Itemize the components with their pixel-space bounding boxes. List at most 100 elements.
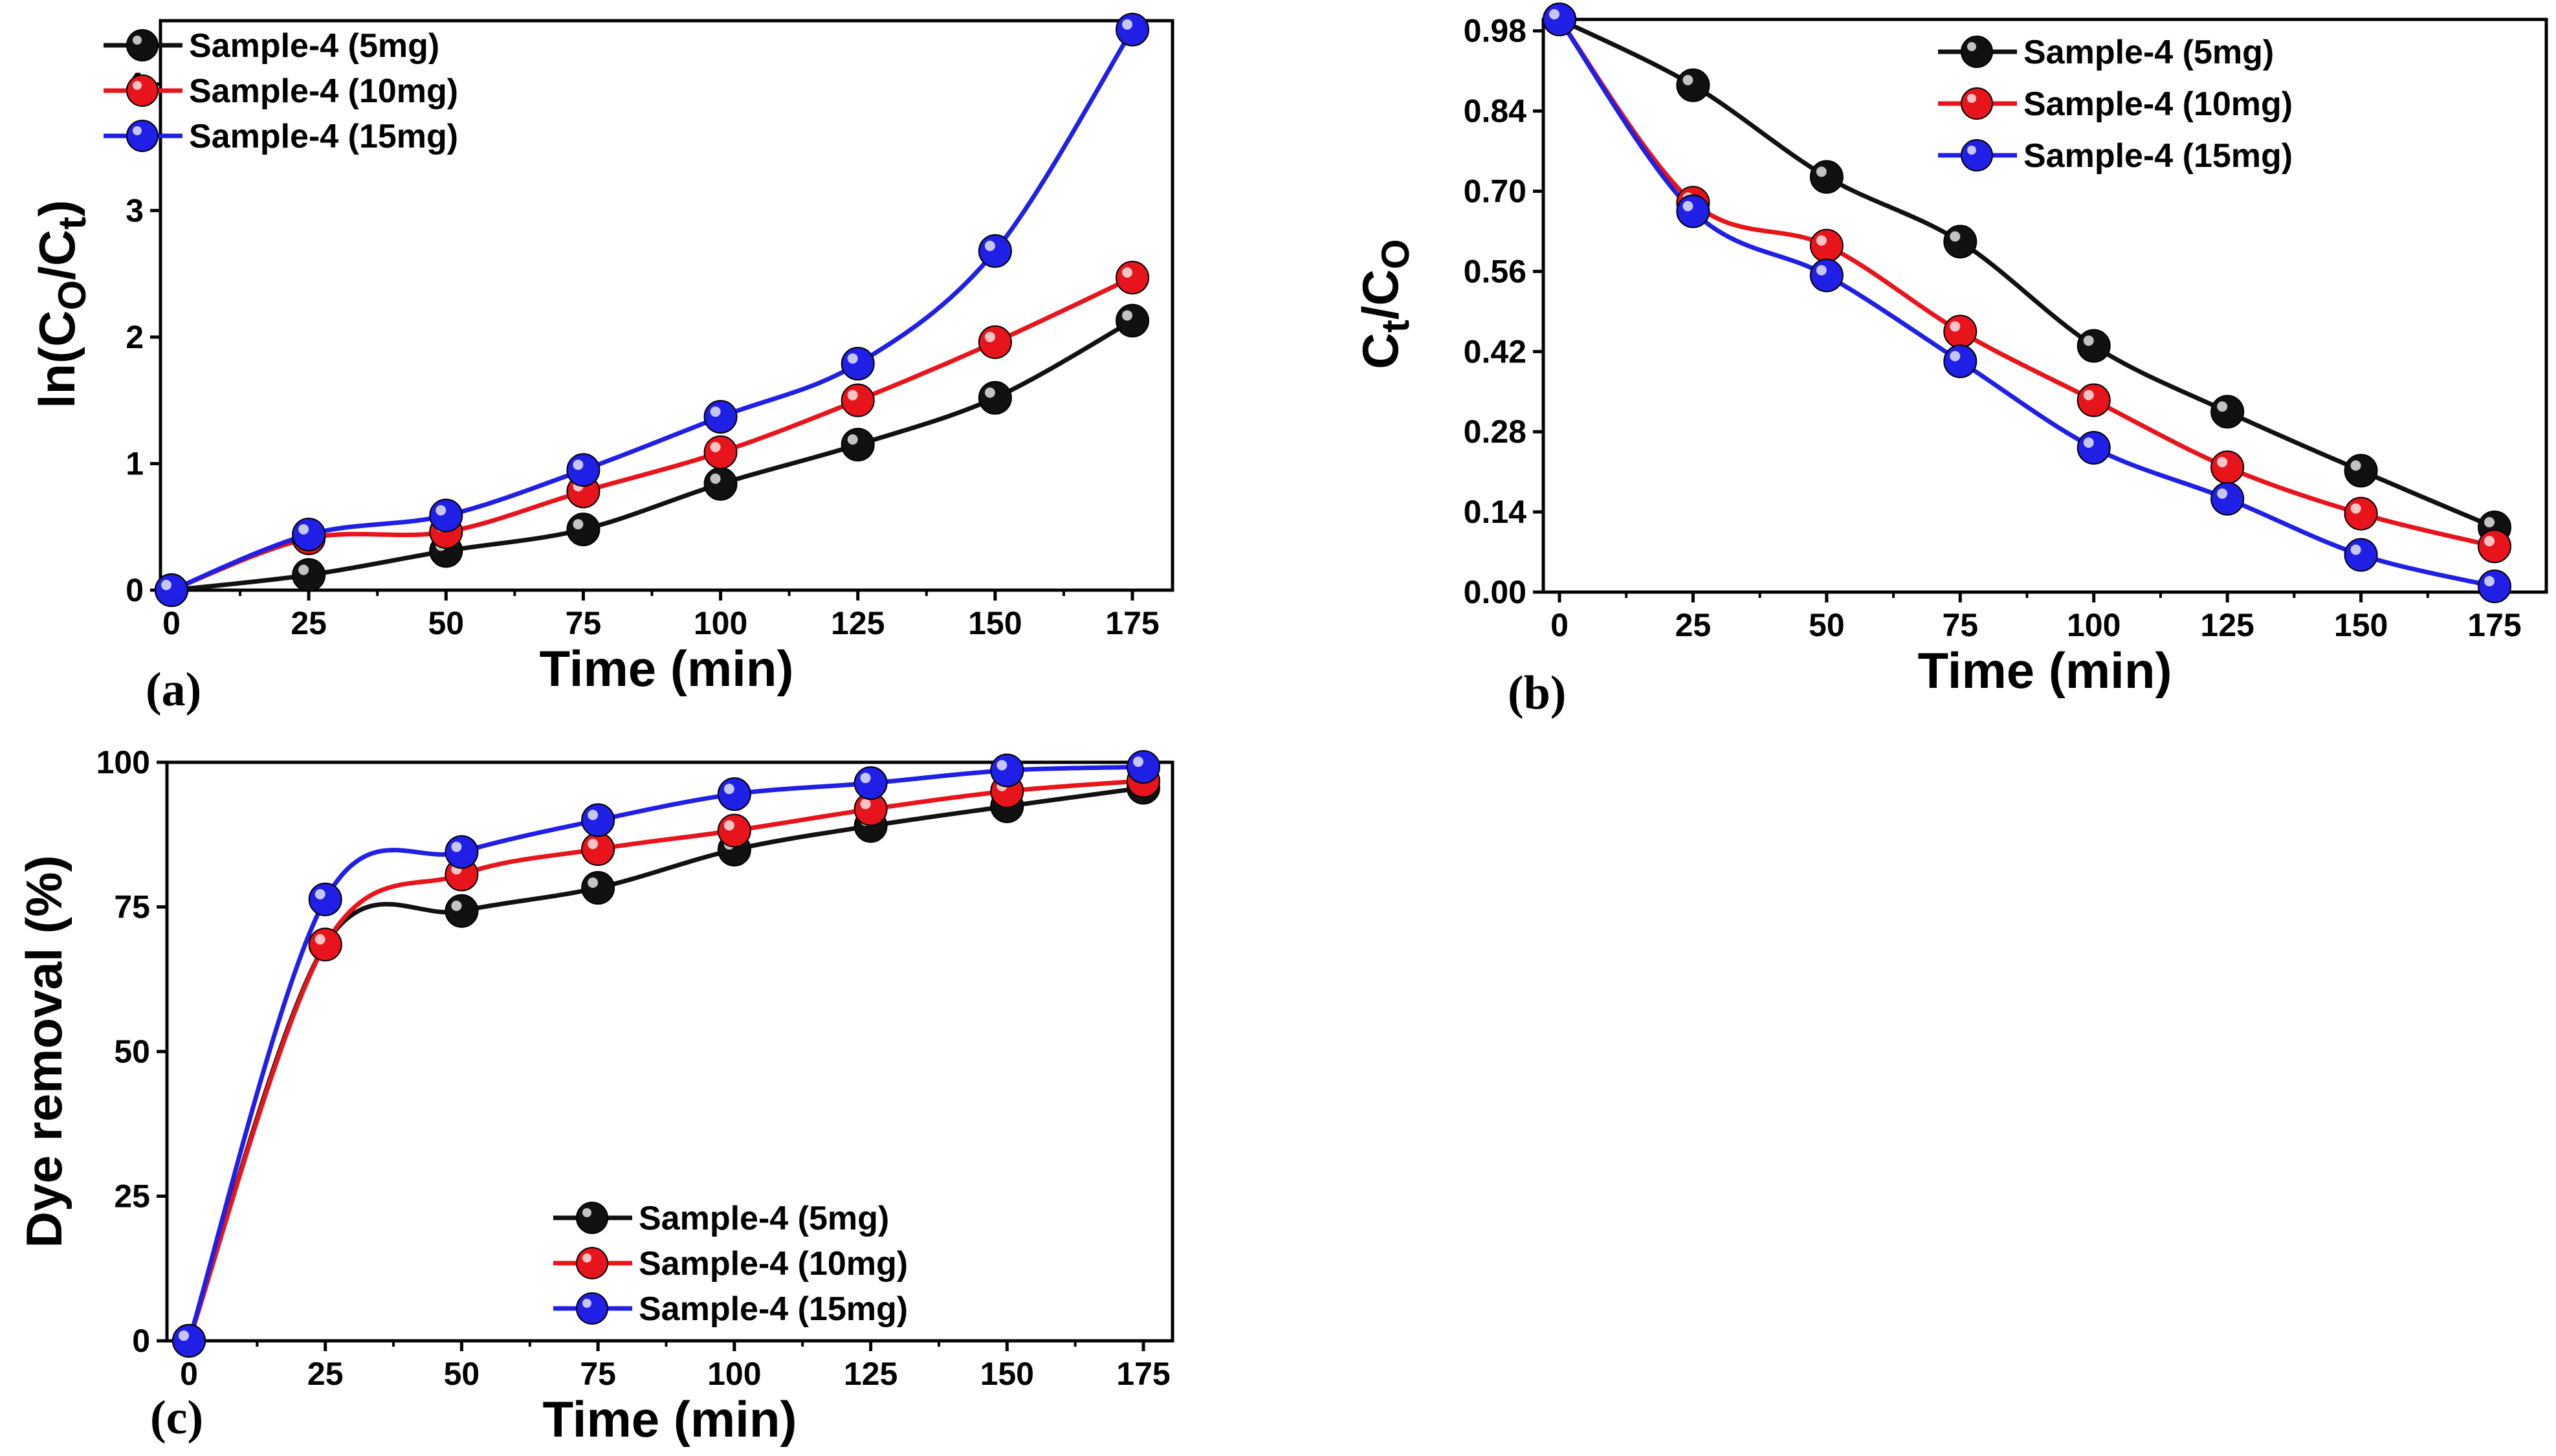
data-point-s15 xyxy=(1943,344,1978,379)
data-point-highlight xyxy=(2083,390,2094,401)
data-point-s15 xyxy=(308,882,342,916)
data-point-s5 xyxy=(1943,225,1978,259)
y-tick-label: 0.14 xyxy=(1464,494,1527,530)
x-tick-label: 150 xyxy=(968,605,1022,641)
panel-a-ln-ratio: 025507510012515017501234Time (min)ln(CO/… xyxy=(28,12,1174,716)
legend-marker-highlight xyxy=(582,1299,591,1308)
legend-marker-highlight xyxy=(582,1253,591,1263)
data-point-highlight xyxy=(2217,457,2228,468)
x-tick-label: 175 xyxy=(1116,1356,1170,1392)
x-tick-label: 50 xyxy=(428,605,464,641)
data-point-s15 xyxy=(155,573,188,607)
data-point-s10 xyxy=(1809,228,1844,263)
data-point-s5 xyxy=(2077,329,2111,363)
series-line-s5 xyxy=(1558,17,2496,530)
data-point-highlight xyxy=(2350,544,2361,555)
data-point-highlight xyxy=(2217,488,2228,499)
legend-marker-s15 xyxy=(1961,139,1993,171)
y-axis-title: ln(CO/Ct) xyxy=(28,200,94,408)
legend-marker-s15 xyxy=(126,120,159,152)
y-tick-label: 1 xyxy=(126,445,144,481)
data-point-s15 xyxy=(990,753,1024,788)
data-point-s15 xyxy=(581,803,615,837)
data-point-highlight xyxy=(984,331,995,342)
data-point-highlight xyxy=(710,473,721,484)
legend-marker-highlight xyxy=(133,36,142,45)
panel-b-ct-co-ratio: 0 25 50 75 100 125 150 175 0.00 0.14 0.28 0.42 0.56 0… xyxy=(1352,3,2548,720)
data-point-s5 xyxy=(841,428,875,462)
x-tick-label: 0 xyxy=(1550,607,1569,643)
data-point-highlight xyxy=(860,799,871,810)
data-point-s15 xyxy=(2478,569,2511,604)
data-point-s15 xyxy=(1127,750,1160,784)
data-point-highlight xyxy=(161,580,171,590)
data-point-s15 xyxy=(854,766,888,800)
data-point-s5 xyxy=(292,558,326,592)
x-axis-title: Time (min) xyxy=(540,640,794,697)
data-point-s5 xyxy=(566,513,600,547)
y-tick-label: 0.28 xyxy=(1464,414,1526,450)
data-point-highlight xyxy=(588,877,599,888)
legend-marker-highlight xyxy=(133,126,142,135)
x-tick-label: 0 xyxy=(180,1356,198,1392)
data-point-highlight xyxy=(314,934,325,945)
data-point-s15 xyxy=(1676,194,1710,228)
y-tick-label: 0.00 xyxy=(1464,574,1526,610)
x-axis-title: Time (min) xyxy=(1918,642,2172,699)
data-point-s5 xyxy=(2210,395,2245,429)
x-tick-label: 25 xyxy=(307,1356,344,1392)
legend-marker-s5 xyxy=(126,29,159,61)
data-point-highlight xyxy=(1122,19,1132,30)
legend-label: Sample-4 (5mg) xyxy=(189,27,439,65)
data-point-s15 xyxy=(566,453,600,487)
x-tick-label: 100 xyxy=(694,605,747,641)
legend-label: Sample-4 (15mg) xyxy=(189,118,458,155)
data-point-highlight xyxy=(298,524,309,535)
x-tick-label: 175 xyxy=(2467,607,2521,643)
data-point-highlight xyxy=(1122,267,1132,278)
data-point-highlight xyxy=(573,459,584,470)
data-point-highlight xyxy=(451,900,462,911)
y-tick-label: 3 xyxy=(126,192,144,228)
data-point-highlight xyxy=(723,784,734,795)
y-axis-title: Dye removal (%) xyxy=(16,855,72,1248)
data-point-s15 xyxy=(1116,12,1149,47)
data-point-highlight xyxy=(588,839,599,850)
data-point-highlight xyxy=(1549,9,1559,19)
data-point-highlight xyxy=(2217,401,2228,412)
y-tick-label: 2 xyxy=(126,319,144,355)
legend-marker-s15 xyxy=(576,1292,608,1325)
y-tick-label: 100 xyxy=(96,744,150,780)
data-point-s10 xyxy=(1116,260,1149,294)
legend-marker-highlight xyxy=(1967,94,1976,103)
data-point-highlight xyxy=(2484,576,2495,587)
y-tick-label: 25 xyxy=(114,1178,150,1215)
x-tick-label: 125 xyxy=(2200,607,2254,643)
data-point-highlight xyxy=(847,434,858,445)
y-tick-label: 0.84 xyxy=(1464,93,1527,129)
data-point-s10 xyxy=(2077,383,2111,417)
data-point-highlight xyxy=(435,505,446,516)
data-point-highlight xyxy=(997,760,1008,771)
y-tick-label: 50 xyxy=(114,1033,150,1070)
data-point-s15 xyxy=(1543,3,1576,36)
data-point-highlight xyxy=(1682,74,1693,85)
data-point-highlight xyxy=(573,519,584,530)
legend-label: Sample-4 (10mg) xyxy=(2023,85,2293,123)
data-point-s5 xyxy=(2344,454,2378,488)
data-point-highlight xyxy=(1133,756,1143,767)
data-point-s5 xyxy=(1116,303,1149,338)
data-point-highlight xyxy=(1816,166,1827,177)
x-tick-label: 50 xyxy=(1809,607,1845,643)
data-point-highlight xyxy=(984,387,995,398)
legend-marker-s5 xyxy=(576,1202,608,1234)
data-point-s5 xyxy=(703,467,738,501)
data-point-highlight xyxy=(2083,437,2094,448)
data-point-s15 xyxy=(1809,258,1844,292)
data-point-s15 xyxy=(2344,538,2378,572)
data-point-s5 xyxy=(445,894,479,928)
data-point-highlight xyxy=(298,564,309,575)
legend-marker-s5 xyxy=(1961,36,1993,68)
